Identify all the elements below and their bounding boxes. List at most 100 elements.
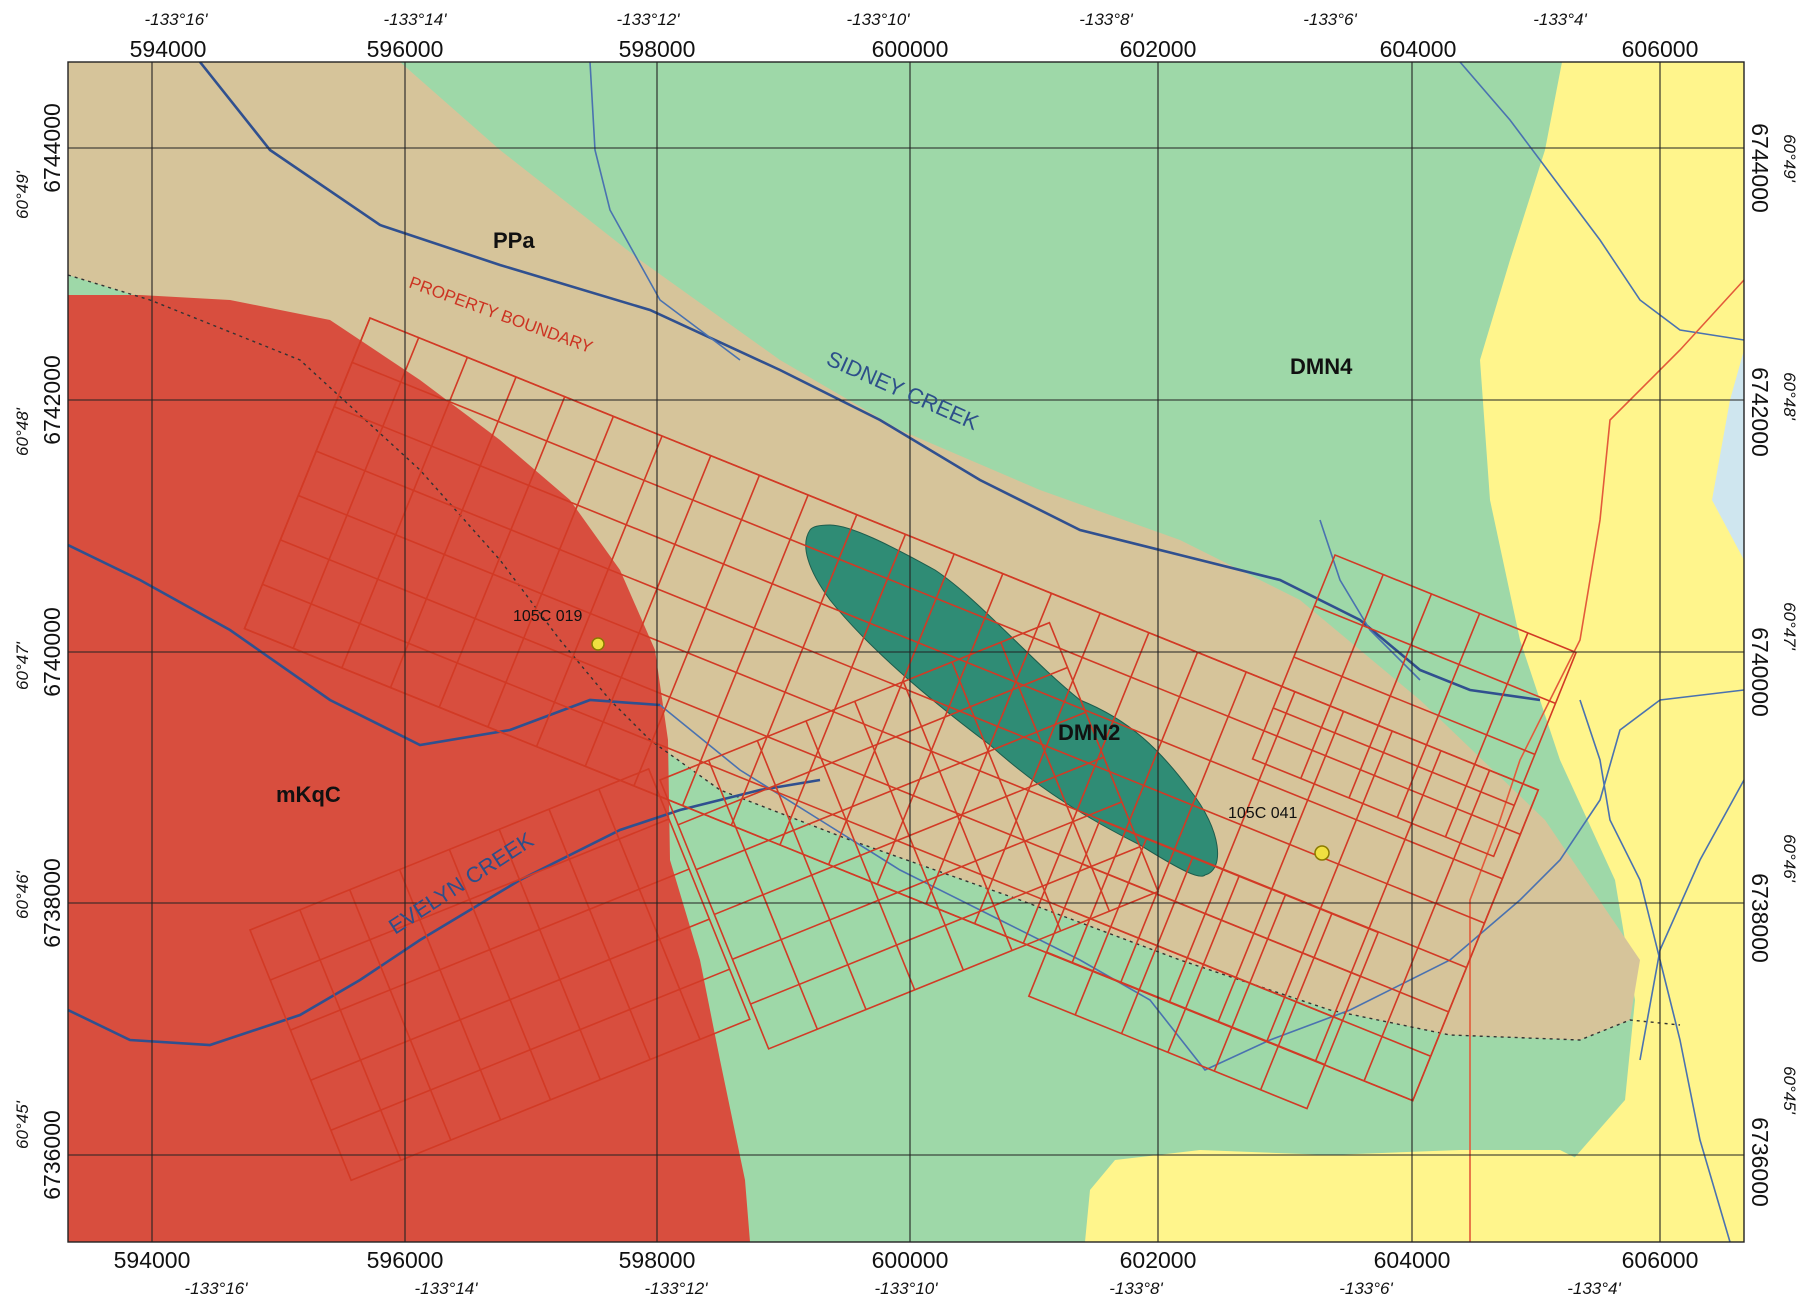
- claim-line: [779, 534, 907, 846]
- longitude-ticks-top: -133°16' -133°14' -133°12' -133°10' -133…: [145, 10, 1588, 29]
- unit-label-mkqc: mKqC: [276, 782, 341, 807]
- road-east: [1469, 279, 1744, 1242]
- northing-tick-left: 6738000: [39, 858, 65, 948]
- claim-line: [438, 396, 566, 708]
- claim-line: [1293, 656, 1536, 756]
- northing-ticks-right: 6744000 6742000 6740000 6738000 6736000: [1747, 123, 1773, 1207]
- claim-line: [269, 818, 670, 981]
- unit-label-dmn4: DMN4: [1290, 354, 1353, 379]
- longitude-tick-top: -133°4': [1533, 10, 1587, 29]
- northing-tick-left: 6742000: [39, 355, 65, 445]
- claim-line: [714, 756, 1105, 916]
- claim-line: [1081, 863, 1361, 978]
- claim-line: [1217, 711, 1345, 1023]
- lake-east-area: [1712, 350, 1744, 560]
- longitude-tick-bottom: -133°6': [1339, 1279, 1393, 1298]
- claim-line: [389, 376, 517, 688]
- claim-line: [498, 829, 602, 1080]
- easting-ticks-top: 594000 596000 598000 600000 602000 60400…: [130, 36, 1699, 62]
- longitude-tick-top: -133°10': [847, 10, 911, 29]
- claim-line: [695, 711, 1086, 871]
- site-105c-019-marker: [591, 637, 605, 651]
- claim-line: [1168, 691, 1296, 1003]
- claim-line: [1265, 730, 1393, 1042]
- easting-tick-bottom: 600000: [872, 1247, 949, 1273]
- claim-line: [633, 475, 761, 787]
- claim-line: [315, 450, 1485, 924]
- easting-tick-bottom: 594000: [114, 1247, 191, 1273]
- claim-line: [333, 406, 1503, 880]
- northing-tick-left: 6744000: [39, 103, 65, 193]
- stream-tributary-4: [1579, 699, 1731, 1242]
- claim-line: [1363, 770, 1491, 1082]
- claim-line: [925, 593, 1053, 905]
- unit-mkqc-area: [68, 295, 750, 1242]
- latitude-ticks-right: 60°49' 60°48' 60°47' 60°46' 60°45': [1780, 134, 1799, 1115]
- unit-label-dmn2: DMN2: [1058, 720, 1120, 745]
- stream-evelyn-creek: [68, 543, 661, 747]
- claim-grid-west: [248, 767, 751, 1182]
- claim-line: [330, 968, 730, 1132]
- northing-tick-right: 6738000: [1747, 873, 1773, 963]
- easting-tick-top: 598000: [619, 36, 696, 62]
- longitude-tick-top: -133°12': [617, 10, 681, 29]
- easting-tick-top: 600000: [872, 36, 949, 62]
- claim-grid-south: [658, 621, 1160, 1050]
- claim-line: [398, 869, 502, 1121]
- latitude-tick-right: 60°47': [1780, 602, 1799, 651]
- easting-tick-bottom: 602000: [1120, 1247, 1197, 1273]
- easting-tick-top: 602000: [1120, 36, 1197, 62]
- easting-ticks-bottom: 594000 596000 598000 600000 602000 60400…: [114, 1247, 1699, 1273]
- claim-line: [448, 849, 552, 1101]
- claim-line: [1314, 750, 1442, 1062]
- latitude-tick-left: 60°46': [13, 870, 32, 919]
- claim-line: [1064, 907, 1343, 1022]
- claim-line: [876, 573, 1004, 885]
- stream-evelyn-lower: [68, 778, 821, 1047]
- stream-sidney-creek: [198, 62, 1541, 702]
- latitude-tick-right: 60°48': [1780, 372, 1799, 421]
- claim-line: [1272, 707, 1515, 807]
- claim-line: [292, 337, 420, 649]
- claim-line: [487, 416, 615, 728]
- claim-line: [584, 455, 712, 767]
- claim-line: [535, 435, 663, 747]
- claim-line: [677, 666, 1068, 826]
- easting-tick-top: 596000: [367, 36, 444, 62]
- longitude-tick-bottom: -133°8': [1109, 1279, 1163, 1298]
- longitude-tick-top: -133°16': [145, 10, 209, 29]
- claim-line: [730, 514, 858, 826]
- claim-line: [348, 889, 452, 1141]
- easting-tick-bottom: 604000: [1374, 1247, 1451, 1273]
- longitude-tick-bottom: -133°10': [875, 1279, 939, 1298]
- northing-tick-right: 6742000: [1747, 367, 1773, 457]
- site-105c-019-label: 105C 019: [513, 608, 582, 625]
- map-body: PPa DMN4 DMN2 mKqC PROPERTY BOUNDARY SID…: [68, 62, 1744, 1242]
- northing-ticks-left: 6744000 6742000 6740000 6738000 6736000: [39, 103, 65, 1200]
- unit-label-ppa: PPa: [493, 228, 535, 253]
- unit-yellow-south-area: [1085, 1150, 1600, 1242]
- longitude-ticks-bottom: -133°16' -133°14' -133°12' -133°10' -133…: [185, 1279, 1622, 1298]
- easting-tick-top: 606000: [1622, 36, 1699, 62]
- stream-tributary-3: [1459, 62, 1744, 341]
- latitude-ticks-left: 60°49' 60°48' 60°47' 60°46' 60°45': [13, 170, 32, 1149]
- claim-line: [827, 553, 955, 865]
- claim-line: [351, 361, 1521, 836]
- latitude-tick-left: 60°48': [13, 407, 32, 456]
- claim-line: [548, 808, 651, 1060]
- claim-grid-southeast: [1027, 818, 1380, 1110]
- map-frame: [67, 61, 1745, 1243]
- longitude-tick-top: -133°14': [384, 10, 448, 29]
- northing-tick-left: 6736000: [39, 1110, 65, 1200]
- easting-tick-top: 604000: [1380, 36, 1457, 62]
- claim-line: [1314, 605, 1556, 705]
- claim-line: [750, 845, 1141, 1005]
- latitude-tick-left: 60°45': [13, 1100, 32, 1149]
- claim-line: [1119, 671, 1247, 983]
- site-105c-041-label: 105C 041: [1228, 805, 1297, 822]
- longitude-tick-bottom: -133°16': [185, 1279, 249, 1298]
- longitude-tick-top: -133°8': [1079, 10, 1133, 29]
- stream-tributary-5: [1639, 779, 1744, 1061]
- northing-tick-right: 6744000: [1747, 123, 1773, 213]
